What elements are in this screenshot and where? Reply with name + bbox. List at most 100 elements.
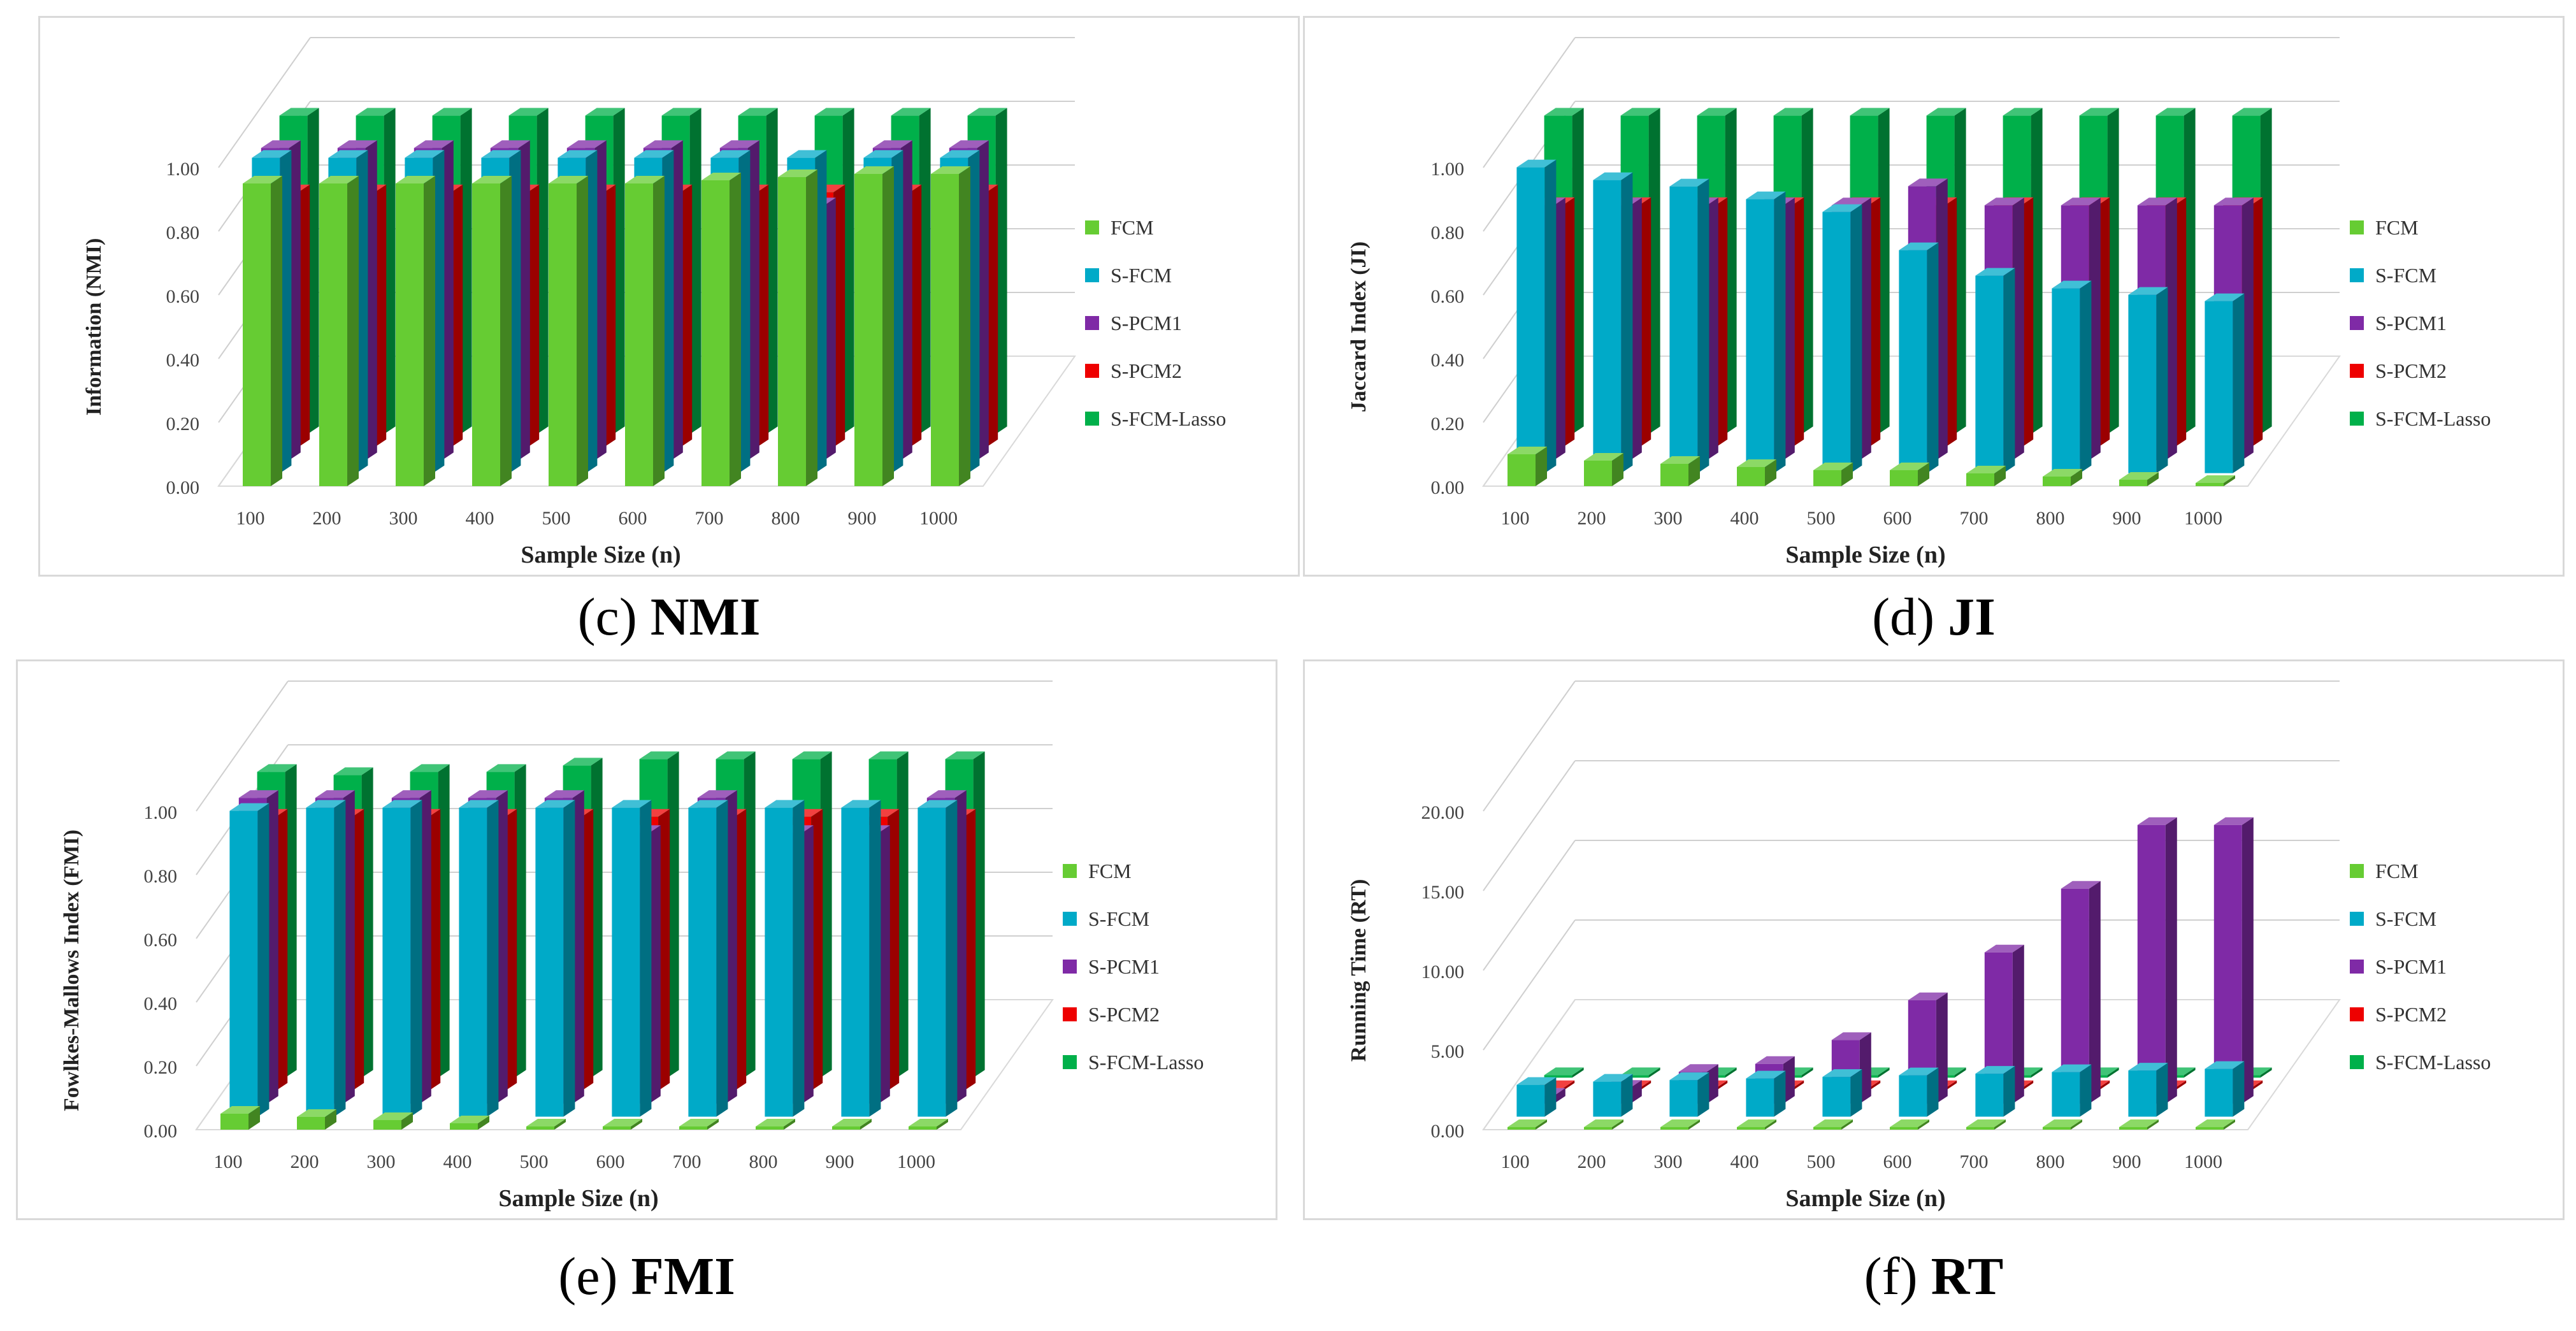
bar-side <box>1869 1080 1881 1091</box>
bar-side <box>820 751 832 1078</box>
bar-top <box>716 751 756 759</box>
bar-side <box>1648 1067 1660 1078</box>
bar-side <box>2165 817 2177 1104</box>
x-tick-label: 200 <box>1578 1151 1606 1172</box>
bar-side <box>356 150 368 473</box>
bar-front <box>229 810 258 1117</box>
y-tick-label: 10.00 <box>1421 961 1465 982</box>
bar-top <box>756 1119 795 1126</box>
bar-FCM-1000 <box>909 1119 948 1130</box>
bar-side <box>735 809 747 1091</box>
bar-top <box>1966 466 2006 473</box>
bar-top <box>1660 1119 1700 1127</box>
legend-swatch <box>1085 316 1099 330</box>
bar-top <box>414 140 454 148</box>
bar-side <box>1850 1069 1862 1117</box>
bar-side <box>2012 944 2024 1104</box>
x-tick-label: 100 <box>1501 508 1530 529</box>
bar-top <box>2213 817 2254 825</box>
bar-side <box>973 751 985 1078</box>
bar-S-FCM-200 <box>1593 1074 1633 1117</box>
x-tick-label: 500 <box>520 1151 549 1172</box>
bar-front <box>603 1126 631 1130</box>
chart-panel-fmi: 0.00 0.20 0.40 0.60 0.80 1.00 100 200 300 400 500 6… <box>16 659 1277 1220</box>
bar-side <box>1783 198 1795 461</box>
gridline-side <box>1483 919 1576 1051</box>
bar-front <box>778 177 806 486</box>
bar-side <box>528 184 540 447</box>
bar-front <box>854 174 882 486</box>
bar-side <box>478 1116 489 1130</box>
legend-swatch <box>1063 864 1077 878</box>
bar-front <box>319 183 347 486</box>
caption-letter: (c) <box>577 587 637 647</box>
bar-top <box>661 108 702 116</box>
bar-top <box>1584 1119 1623 1127</box>
bar-front <box>1966 473 1994 486</box>
bar-side <box>361 767 373 1078</box>
bar-FCM-100 <box>1507 1119 1547 1130</box>
legend-swatch <box>1085 364 1099 378</box>
bar-side <box>1544 1077 1557 1117</box>
x-tick-label: 700 <box>673 1151 702 1172</box>
bar-top <box>854 166 894 174</box>
y-tick-label: 0.40 <box>144 993 178 1014</box>
x-tick-label: 600 <box>1883 508 1912 529</box>
legend-label: S-FCM-Lasso <box>2375 407 2491 430</box>
bar-side <box>1918 463 1929 486</box>
bar-side <box>1639 1080 1651 1091</box>
bar-side <box>2080 1064 2092 1117</box>
bar-S-PCM1-900 <box>2137 817 2177 1104</box>
bar-side <box>365 140 377 461</box>
bar-side <box>500 176 512 486</box>
y-axis-title: Jaccard Index (JI) <box>1347 241 1371 412</box>
bar-side <box>896 751 909 1078</box>
bar-S-FCM-1000 <box>2205 1061 2245 1117</box>
bar-front <box>765 807 793 1117</box>
bar-top <box>2232 108 2272 116</box>
bar-FCM-600 <box>1890 463 1929 486</box>
bar-front <box>1544 1075 1572 1078</box>
bar-top <box>257 764 297 772</box>
bar-top <box>1544 1067 1584 1076</box>
bar-top <box>778 169 817 177</box>
bar-side <box>2098 197 2110 447</box>
bar-side <box>1859 1032 1871 1104</box>
y-tick-label: 0.20 <box>166 414 200 435</box>
bar-side <box>1994 466 2006 486</box>
legend: FCM S-FCM S-PCM1 S-PCM2 S-FCM-Lasso <box>2350 860 2491 1074</box>
bar-side <box>725 790 737 1104</box>
bar-FCM-500 <box>549 176 588 486</box>
bar-FCM-900 <box>854 166 894 486</box>
bar-FCM-400 <box>1737 459 1776 486</box>
x-tick-label: 1000 <box>2184 1151 2222 1172</box>
bar-side <box>738 150 751 473</box>
bar-side <box>959 166 970 486</box>
x-tick-label: 600 <box>619 508 647 529</box>
bar-side <box>442 140 454 461</box>
bar-side <box>1945 1080 1957 1091</box>
x-tick-label: 800 <box>2036 1151 2065 1172</box>
bar-side <box>554 1119 566 1130</box>
bar-top <box>2196 1119 2235 1127</box>
bar-side <box>2147 472 2159 486</box>
legend-label: S-FCM <box>2375 907 2436 930</box>
bar-FCM-300 <box>1660 1119 1700 1130</box>
bar-side <box>325 1109 336 1130</box>
bar-S-FCM-700 <box>1975 1066 2015 1117</box>
bar-top <box>832 1119 872 1126</box>
legend-label: S-PCM1 <box>2375 312 2447 335</box>
bar-top <box>1822 1069 1862 1077</box>
legend-swatch <box>2350 364 2364 378</box>
bar-side <box>2089 198 2101 461</box>
bar-side <box>2260 108 2272 435</box>
bar-S-FCM-600 <box>1899 242 1939 473</box>
bar-front <box>1746 1078 1774 1117</box>
y-tick-label: 0.00 <box>1431 477 1465 498</box>
bar-top <box>1660 456 1700 464</box>
bar-top <box>2213 198 2254 206</box>
x-tick-label: 100 <box>236 508 265 529</box>
bar-FCM-200 <box>1584 1119 1623 1130</box>
bar-side <box>2012 198 2024 461</box>
bar-top <box>872 140 912 148</box>
